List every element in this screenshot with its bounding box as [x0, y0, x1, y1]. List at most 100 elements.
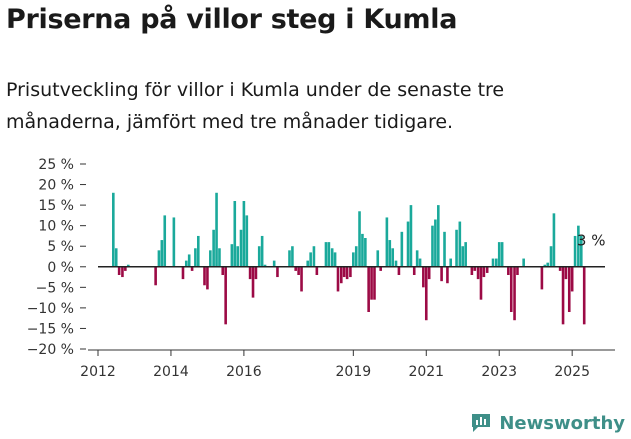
bar [422, 266, 425, 288]
bar [440, 266, 443, 282]
x-tick-label: 2023 [481, 364, 517, 380]
bar [194, 248, 197, 267]
bar [224, 266, 227, 325]
bar [184, 260, 188, 267]
bar [427, 266, 431, 280]
bar [573, 235, 577, 267]
bar [215, 192, 218, 267]
bar [370, 266, 373, 300]
bar [306, 260, 310, 267]
bar [394, 260, 398, 267]
x-tick-label: 2019 [336, 364, 372, 380]
bar [543, 264, 547, 267]
bar [497, 242, 501, 267]
bar [197, 235, 200, 267]
bar [221, 266, 225, 275]
bar [330, 248, 334, 267]
x-tick-label: 2012 [80, 364, 116, 380]
bar [154, 266, 157, 286]
bar [500, 242, 504, 267]
bar [117, 266, 121, 275]
y-tick-label: 0 % [47, 260, 74, 276]
y-axis: −20 % −15 % −10 % −5 % 0 % 5 % 10 % 15 % 20 % 25 … [27, 157, 86, 358]
bar [260, 235, 264, 267]
bar [385, 217, 389, 267]
bar [546, 262, 550, 267]
bar [190, 266, 194, 271]
bar [114, 248, 118, 267]
bar [479, 266, 483, 300]
y-tick-label: 25 % [38, 157, 74, 173]
bar [397, 266, 401, 275]
bar [160, 240, 164, 267]
last-value-annotation: 3 % [577, 231, 606, 249]
bar [248, 266, 252, 280]
bar [582, 266, 586, 325]
bar [336, 266, 340, 292]
bar [549, 246, 553, 267]
bars [112, 192, 586, 325]
bar [272, 260, 276, 267]
bar [361, 233, 364, 267]
bar [579, 235, 583, 267]
bar [263, 264, 267, 267]
bar [333, 252, 337, 267]
bar [455, 229, 458, 267]
bar [431, 225, 434, 267]
x-tick-label: 2016 [226, 364, 262, 380]
bar [522, 258, 525, 267]
bar [418, 258, 422, 267]
bar [437, 205, 440, 267]
y-tick-label: −15 % [27, 321, 74, 337]
bar [400, 231, 404, 267]
bar [491, 258, 495, 267]
bar [470, 266, 474, 275]
bar [257, 246, 261, 267]
bar [449, 258, 453, 267]
bar [567, 266, 571, 312]
bar [358, 211, 361, 267]
y-tick-label: 5 % [47, 239, 74, 255]
bar [276, 266, 279, 278]
chart-subtitle: Prisutveckling för villor i Kumla under … [6, 79, 505, 133]
y-tick-label: 10 % [38, 219, 74, 235]
y-tick-label: −10 % [27, 301, 74, 317]
x-tick-label: 2025 [554, 364, 590, 380]
bar [251, 266, 255, 298]
bar [245, 215, 249, 267]
bar [236, 246, 239, 267]
bar [485, 266, 489, 273]
bar [172, 217, 176, 267]
newsworthy-logo-icon [472, 414, 491, 432]
bar [376, 250, 380, 267]
x-tick-label: 2021 [408, 364, 444, 380]
bar [354, 246, 358, 267]
bar [327, 242, 331, 267]
brand-logo: Newsworthy [469, 411, 625, 435]
bar [473, 266, 477, 271]
bar [206, 266, 209, 290]
bar [476, 266, 480, 280]
bar [412, 266, 416, 275]
bar [345, 266, 349, 280]
bar [339, 266, 343, 284]
brand-name: Newsworthy [499, 412, 625, 434]
bar [540, 266, 544, 290]
bar [181, 266, 185, 280]
bar [373, 266, 376, 300]
bar [300, 266, 303, 292]
bar [388, 240, 392, 267]
chart-title: Priserna på villor steg i Kumla [6, 4, 458, 35]
bar [561, 266, 565, 325]
bar [342, 266, 346, 278]
bar [495, 258, 498, 267]
bar [552, 213, 556, 267]
bar [352, 252, 355, 267]
bar [509, 266, 513, 312]
bar [424, 266, 428, 321]
bar [349, 266, 352, 278]
bar [187, 254, 191, 267]
bar [112, 192, 115, 267]
bar [291, 246, 294, 267]
